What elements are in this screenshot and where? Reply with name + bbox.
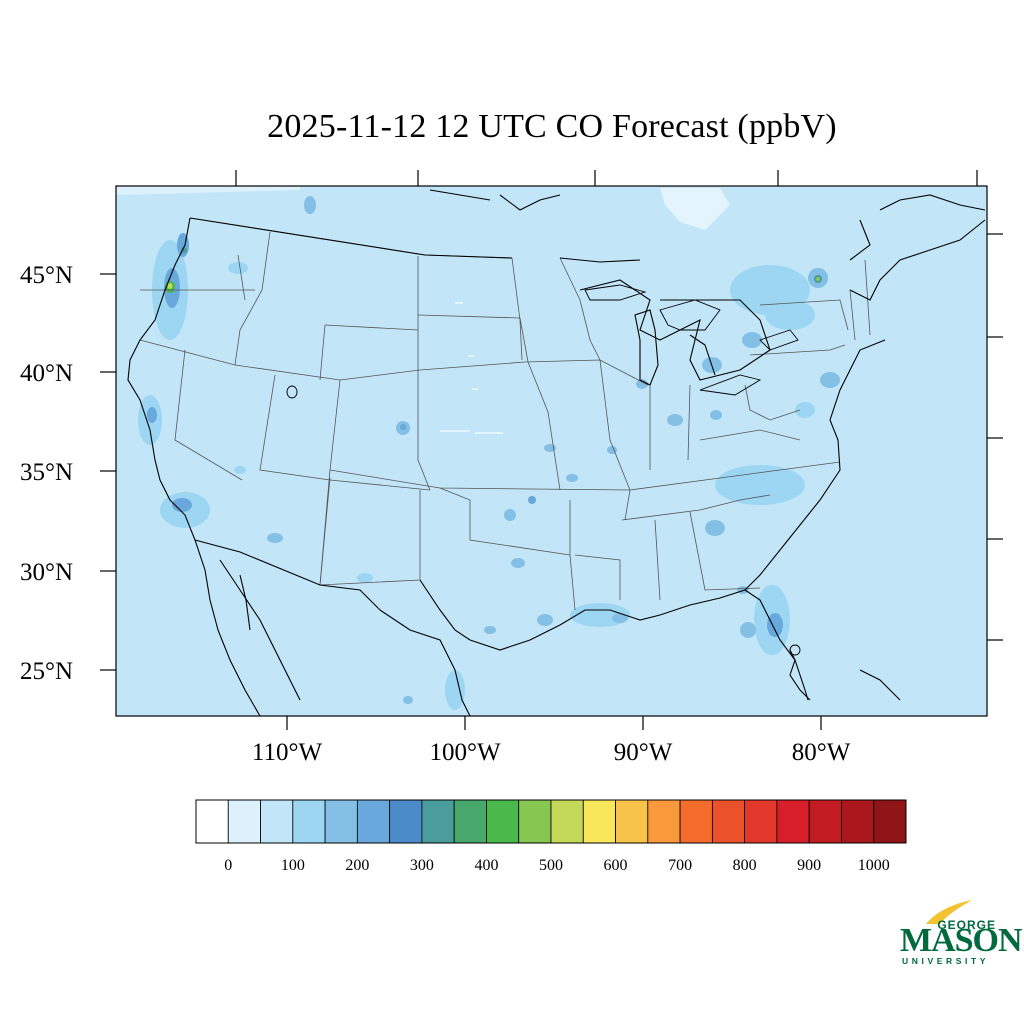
lat-label: 35°N bbox=[20, 459, 73, 486]
colorbar-tick-label: 0 bbox=[224, 857, 232, 874]
lat-label: 30°N bbox=[20, 559, 73, 586]
co-patch bbox=[710, 410, 722, 420]
colorbar-tick-label: 800 bbox=[733, 857, 757, 874]
colorbar-tick-label: 900 bbox=[797, 857, 821, 874]
map-panel bbox=[115, 185, 988, 717]
colorbar-swatch bbox=[808, 799, 842, 844]
colorbar-swatch bbox=[518, 799, 552, 844]
co-patch bbox=[636, 379, 648, 389]
colorbar-swatch bbox=[389, 799, 423, 844]
latitude-labels: 45°N 40°N 35°N 30°N 25°N bbox=[20, 262, 73, 685]
co-patch bbox=[400, 424, 406, 430]
low-co-region bbox=[660, 188, 730, 230]
low-co-speck bbox=[472, 388, 478, 390]
low-co-speck bbox=[468, 355, 474, 357]
co-patch bbox=[667, 414, 683, 426]
colorbar-swatch bbox=[421, 799, 455, 844]
lon-label: 80°W bbox=[792, 739, 851, 766]
colorbar-swatch bbox=[841, 799, 875, 844]
colorbar-frame bbox=[195, 799, 907, 844]
lat-label: 45°N bbox=[20, 262, 73, 289]
colorbar-swatch bbox=[324, 799, 358, 844]
lon-label: 90°W bbox=[614, 739, 673, 766]
colorbar-swatch bbox=[453, 799, 487, 844]
co-patch bbox=[705, 520, 725, 536]
logo-line-mason: MASON bbox=[900, 922, 1023, 959]
colorbar-tick-label: 1000 bbox=[858, 857, 890, 874]
colorbar: 0 100 200 300 400 500 600 700 800 900 1000 bbox=[195, 799, 907, 874]
co-patch bbox=[177, 233, 189, 257]
co-patch bbox=[742, 332, 762, 348]
co-patch bbox=[228, 262, 248, 274]
low-co-speck bbox=[475, 432, 503, 434]
colorbar-swatches bbox=[195, 799, 907, 844]
map-frame bbox=[115, 185, 988, 717]
co-patch bbox=[234, 466, 246, 474]
gmu-logo: GEORGE MASON UNIVERSITY bbox=[896, 898, 1023, 972]
co-patch bbox=[147, 407, 157, 423]
colorbar-swatch bbox=[776, 799, 810, 844]
colorbar-swatch bbox=[227, 799, 261, 844]
longitude-labels: 110°W 100°W 90°W 80°W bbox=[252, 739, 851, 766]
colorbar-swatch bbox=[486, 799, 520, 844]
co-patch bbox=[511, 558, 525, 568]
co-patch bbox=[740, 622, 756, 638]
colorbar-tick-label: 500 bbox=[539, 857, 563, 874]
low-co-region bbox=[116, 186, 300, 195]
lakes bbox=[286, 284, 801, 656]
lat-label: 25°N bbox=[20, 658, 73, 685]
co-patch bbox=[715, 465, 805, 505]
map-title: 2025-11-12 12 UTC CO Forecast (ppbV) bbox=[267, 108, 837, 145]
co-patch bbox=[445, 670, 465, 710]
co-patch bbox=[167, 283, 173, 289]
colorbar-swatch bbox=[260, 799, 294, 844]
colorbar-swatch bbox=[647, 799, 681, 844]
colorbar-swatch bbox=[292, 799, 326, 844]
co-patch bbox=[765, 300, 815, 330]
co-patch bbox=[304, 196, 316, 214]
co-patch bbox=[795, 402, 815, 418]
lon-label: 100°W bbox=[429, 739, 500, 766]
colorbar-swatch bbox=[744, 799, 778, 844]
colorbar-tick-label: 300 bbox=[410, 857, 434, 874]
colorbar-swatch bbox=[615, 799, 649, 844]
colorbar-tick-label: 100 bbox=[281, 857, 305, 874]
colorbar-tick-label: 400 bbox=[474, 857, 498, 874]
co-patch bbox=[820, 372, 840, 388]
co-patch bbox=[181, 247, 187, 253]
colorbar-tick-label: 700 bbox=[668, 857, 692, 874]
colorbar-swatch bbox=[582, 799, 616, 844]
colorbar-swatch bbox=[711, 799, 746, 844]
colorbar-swatch bbox=[550, 799, 584, 844]
lon-label: 110°W bbox=[252, 739, 323, 766]
co-patch bbox=[767, 613, 783, 637]
coastlines bbox=[127, 189, 986, 716]
lat-label: 40°N bbox=[20, 360, 73, 387]
colorbar-swatch bbox=[679, 799, 713, 844]
co-patch bbox=[528, 496, 536, 504]
co-patch bbox=[504, 509, 516, 521]
colorbar-swatch bbox=[873, 799, 907, 844]
co-patch bbox=[357, 573, 373, 583]
logo-flame-icon bbox=[926, 900, 972, 924]
logo-line-george: GEORGE bbox=[937, 918, 996, 932]
co-patch bbox=[403, 696, 413, 704]
co-patch bbox=[816, 277, 820, 281]
co-patch bbox=[484, 626, 496, 634]
logo-line-university: UNIVERSITY bbox=[902, 956, 990, 966]
low-co-speck bbox=[455, 302, 463, 304]
co-patch bbox=[267, 533, 283, 543]
co-patch bbox=[537, 614, 553, 626]
colorbar-tick-label: 600 bbox=[604, 857, 628, 874]
colorbar-labels: 0 100 200 300 400 500 600 700 800 900 1000 bbox=[224, 857, 889, 874]
colorbar-swatch bbox=[356, 799, 391, 844]
colorbar-tick-label: 200 bbox=[345, 857, 369, 874]
low-co-speck bbox=[440, 430, 470, 432]
co-patch bbox=[566, 474, 578, 482]
colorbar-swatch bbox=[195, 799, 229, 844]
axis-ticks bbox=[100, 170, 1003, 730]
co-patch bbox=[612, 613, 628, 623]
co-patch bbox=[172, 498, 192, 512]
